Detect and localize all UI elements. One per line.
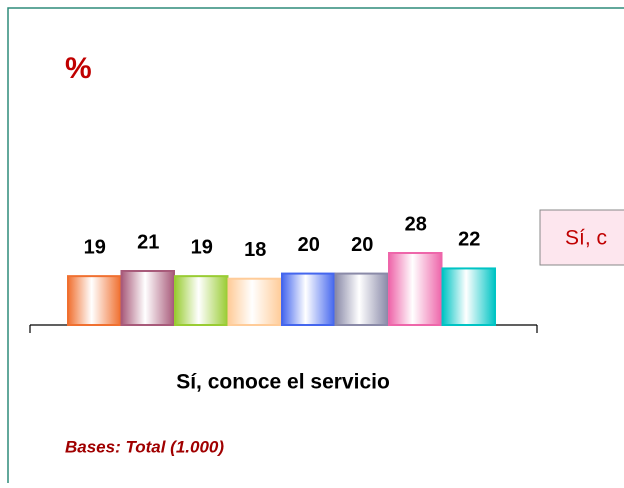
bar (441, 267, 496, 326)
data-label: 22 (458, 229, 480, 251)
data-label: 18 (244, 239, 266, 261)
chart-title: % (65, 52, 92, 85)
footnote: Bases: Total (1.000) (65, 437, 224, 456)
data-label: 19 (84, 236, 106, 258)
legend-text: Sí, c (565, 227, 607, 250)
bar (120, 270, 175, 326)
bar (67, 275, 122, 326)
bar (227, 277, 282, 327)
data-label: 28 (405, 213, 427, 235)
bar (334, 272, 389, 327)
legend-box (539, 209, 624, 266)
data-label: 20 (298, 234, 320, 256)
data-label: 20 (351, 234, 373, 256)
data-label: 19 (191, 236, 213, 258)
frame (7, 7, 624, 488)
data-label: 21 (137, 231, 159, 253)
x-tick-label: Sí, conoce el servicio (176, 371, 390, 394)
bar (174, 275, 229, 326)
bar (388, 252, 443, 326)
bar (281, 272, 336, 327)
